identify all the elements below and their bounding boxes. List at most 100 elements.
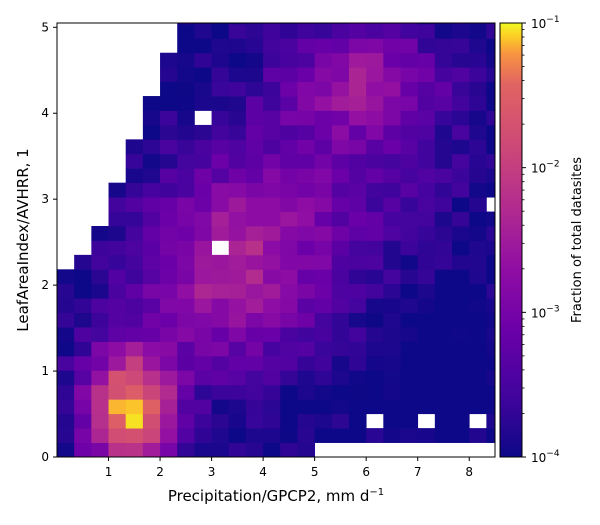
heatmap-cell [297,124,316,140]
heatmap-cell [400,283,419,299]
heatmap-cell [434,23,453,39]
heatmap-cell [177,442,195,458]
heatmap-cell [125,197,144,212]
heatmap-cell [452,182,470,198]
heatmap-cell [228,428,247,443]
heatmap-cell [417,139,436,155]
heatmap-cell [297,225,316,241]
heatmap-cell [263,428,281,443]
heatmap-cell [74,384,92,400]
heatmap-cell [280,96,298,111]
heatmap-cell [228,96,247,111]
heatmap-cell [469,23,487,25]
heatmap-cell [314,312,333,328]
heatmap-cell [263,96,281,111]
heatmap-cell [486,240,496,256]
heatmap-cell [211,81,230,97]
heatmap-cell [263,442,281,458]
heatmap-cell [245,52,264,68]
heatmap-cell [245,298,264,314]
heatmap-cell [383,341,401,357]
heatmap-cell [314,67,333,83]
heatmap-cell [108,355,127,371]
heatmap-cell [245,240,264,256]
heatmap-cell [434,399,453,415]
heatmap-cell [331,110,350,126]
heatmap-cell [245,312,264,328]
heatmap-cell [469,269,487,285]
heatmap-cell [245,413,264,429]
heatmap-cell [91,370,109,386]
heatmap-cell [331,413,350,429]
heatmap-cell [125,139,144,155]
heatmap-cell [400,38,419,54]
heatmap-cell [228,269,247,285]
heatmap-cell [160,240,178,256]
heatmap-cell [211,327,230,342]
heatmap-cell [142,384,161,400]
heatmap-cell [366,240,384,256]
heatmap-cell [263,269,281,285]
heatmap-cell [263,298,281,314]
heatmap-cell [280,211,298,227]
heatmap-cell [280,269,298,285]
heatmap-cell [108,370,127,386]
heatmap-cell [177,312,195,328]
heatmap-cell [245,139,264,155]
heatmap-cell [91,399,109,415]
heatmap-cell [74,370,92,386]
heatmap-cell [417,110,436,126]
heatmap-cell [469,23,487,39]
heatmap-cell [57,370,75,386]
heatmap-cell [211,52,230,68]
heatmap-cell [314,168,333,184]
heatmap-cell [108,312,127,328]
heatmap-cell [383,153,401,169]
heatmap-cell [211,139,230,155]
heatmap-cell [211,370,230,386]
heatmap-cell [125,254,144,270]
heatmap-cell [177,399,195,415]
heatmap-cell [400,225,419,241]
heatmap-cell [434,298,453,314]
heatmap-cell [331,399,350,415]
heatmap-cell [245,182,264,198]
heatmap-cell [263,81,281,97]
heatmap-cell [194,52,212,68]
heatmap-cell [434,81,453,97]
colorbar-tick-label: 10−3 [531,304,560,320]
heatmap-cell [142,341,161,357]
heatmap-cell [125,211,144,227]
heatmap-cell [331,225,350,241]
heatmap-cell [417,96,436,111]
heatmap-cell [331,341,350,357]
heatmap-cell [263,168,281,184]
heatmap-cell [280,240,298,256]
heatmap-cell [348,23,367,25]
heatmap-cell [263,341,281,357]
heatmap-cell [160,254,178,270]
heatmap-cell [160,168,178,184]
heatmap-cell [177,182,195,198]
heatmap-cell [314,298,333,314]
heatmap-cell [160,67,178,83]
heatmap-cell [228,413,247,429]
heatmap-cell [434,23,453,25]
colorbar-tick-label: 10−4 [531,449,560,465]
heatmap-cell [211,211,230,227]
heatmap-cell [314,139,333,155]
heatmap-cell [366,52,384,68]
heatmap-cell [57,355,75,371]
heatmap-cell [280,23,298,39]
heatmap-cell [211,399,230,415]
heatmap-cell [280,225,298,241]
heatmap-cell [314,182,333,198]
heatmap-cell [245,110,264,126]
heatmap-cell [57,399,75,415]
heatmap-cell [177,153,195,169]
heatmap-cell [400,312,419,328]
heatmap-cell [211,96,230,111]
heatmap-cell [228,211,247,227]
heatmap-cell [280,124,298,140]
heatmap-cell [228,168,247,184]
